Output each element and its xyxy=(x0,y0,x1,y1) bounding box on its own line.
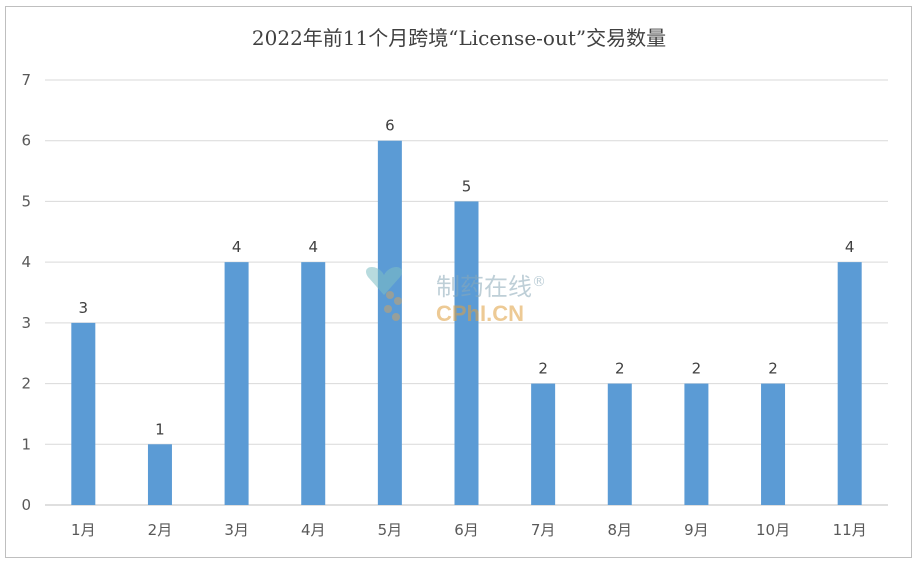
watermark-logo-icon xyxy=(365,266,403,321)
data-label: 3 xyxy=(79,299,89,317)
data-label: 4 xyxy=(232,238,242,256)
y-tick-label: 4 xyxy=(21,253,31,271)
data-label: 2 xyxy=(692,360,702,378)
x-tick-label: 8月 xyxy=(607,521,632,539)
x-tick-label: 5月 xyxy=(378,521,403,539)
x-tick-label: 3月 xyxy=(224,521,249,539)
bar xyxy=(607,383,632,505)
x-tick-label: 1月 xyxy=(71,521,96,539)
bar xyxy=(454,201,479,505)
data-label: 6 xyxy=(385,117,395,135)
y-tick-label: 7 xyxy=(21,71,31,89)
data-label: 2 xyxy=(615,360,625,378)
y-tick-label: 6 xyxy=(21,132,31,150)
data-label: 2 xyxy=(768,360,778,378)
y-tick-label: 1 xyxy=(21,435,31,453)
x-tick-label: 7月 xyxy=(531,521,556,539)
data-label: 4 xyxy=(308,238,318,256)
bar xyxy=(684,383,709,505)
data-label: 2 xyxy=(538,360,548,378)
x-tick-label: 6月 xyxy=(454,521,479,539)
data-label: 4 xyxy=(845,238,855,256)
bar xyxy=(531,383,556,505)
x-tick-label: 10月 xyxy=(756,521,790,539)
y-tick-label: 5 xyxy=(21,192,31,210)
chart-title: 2022年前11个月跨境“License-out”交易数量 xyxy=(251,26,667,50)
bar xyxy=(147,444,172,505)
x-tick-label: 2月 xyxy=(148,521,173,539)
bar xyxy=(761,383,786,505)
x-tick-label: 4月 xyxy=(301,521,326,539)
bar xyxy=(224,262,249,505)
x-tick-label: 11月 xyxy=(833,521,867,539)
watermark-en-text: CPhI.CN xyxy=(436,301,524,326)
bar xyxy=(837,262,862,505)
data-label: 5 xyxy=(462,177,472,195)
data-label: 1 xyxy=(155,420,165,438)
watermark-cn-text: 制药在线® xyxy=(436,273,546,301)
y-tick-label: 0 xyxy=(21,496,31,514)
y-tick-label: 2 xyxy=(21,375,31,393)
bar xyxy=(71,322,96,505)
y-tick-label: 3 xyxy=(21,314,31,332)
x-tick-label: 9月 xyxy=(684,521,709,539)
bar xyxy=(377,140,402,505)
bar xyxy=(301,262,326,505)
